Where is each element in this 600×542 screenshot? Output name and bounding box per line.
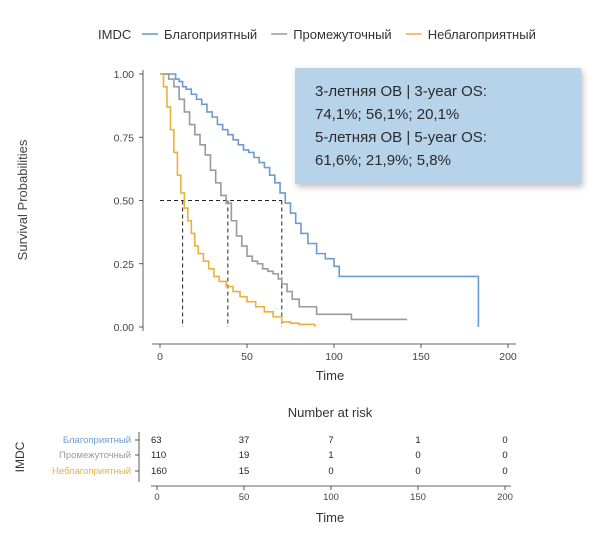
risk-row-label-2: Неблагоприятный	[52, 466, 131, 477]
risk-cell-0-2: 7	[328, 435, 333, 446]
risk-x-tick-label-1: 50	[239, 492, 250, 503]
risk-cell-0-0: 63	[151, 435, 162, 446]
risk-cell-2-0: 160	[151, 466, 167, 477]
risk-cell-2-4: 0	[502, 466, 507, 477]
risk-table-x-title: Time	[316, 510, 344, 525]
y-tick-label-4: 1.00	[114, 69, 135, 81]
os-annotation-5y-title: 5-летняя ОВ | 5-year OS:	[315, 129, 487, 146]
x-axis-title: Time	[316, 368, 344, 383]
risk-x-tick-label-2: 100	[323, 492, 339, 503]
os-annotation-box: 3-летняя ОВ | 3-year OS: 74,1%; 56,1%; 2…	[295, 68, 581, 184]
risk-cell-2-3: 0	[415, 466, 420, 477]
risk-row-label-0: Благоприятный	[63, 435, 131, 446]
risk-cell-1-2: 1	[328, 450, 333, 461]
x-tick-label-0: 0	[157, 351, 163, 363]
x-tick-label-4: 200	[499, 351, 517, 363]
survival-curve-0	[160, 73, 480, 327]
risk-cell-0-3: 1	[415, 435, 420, 446]
risk-x-tick-label-4: 200	[497, 492, 513, 503]
risk-cell-2-1: 15	[239, 466, 250, 477]
risk-cell-1-4: 0	[502, 450, 507, 461]
risk-cell-1-0: 110	[151, 450, 166, 461]
risk-row-label-1: Промежуточный	[59, 450, 131, 461]
y-axis-title: Survival Probabilities	[15, 139, 30, 260]
x-tick-label-3: 150	[412, 351, 430, 363]
y-tick-label-3: 0.75	[114, 132, 135, 144]
risk-table-y-title: IMDC	[13, 441, 27, 472]
os-annotation-3y-title: 3-летняя ОВ | 3-year OS:	[315, 83, 487, 100]
risk-x-tick-label-3: 150	[410, 492, 426, 503]
os-annotation-5y-values: 61,6%; 21,9%; 5,8%	[315, 152, 451, 169]
x-tick-label-1: 50	[241, 351, 253, 363]
x-tick-label-2: 100	[325, 351, 343, 363]
risk-cell-1-1: 19	[239, 450, 250, 461]
risk-cell-0-4: 0	[502, 435, 507, 446]
risk-cell-1-3: 0	[415, 450, 420, 461]
risk-x-tick-label-0: 0	[154, 492, 159, 503]
os-annotation-3y-values: 74,1%; 56,1%; 20,1%	[315, 106, 460, 123]
survival-curve-2	[160, 73, 316, 327]
survival-curve-1	[160, 73, 408, 321]
y-tick-label-2: 0.50	[114, 196, 135, 208]
legend-label-0: Благоприятный	[164, 27, 257, 42]
legend-title: IMDC	[98, 27, 131, 42]
legend-label-2: Неблагоприятный	[428, 27, 536, 42]
y-tick-label-0: 0.00	[114, 322, 135, 334]
risk-cell-0-1: 37	[239, 435, 250, 446]
risk-table-title: Number at risk	[288, 405, 373, 420]
legend-label-1: Промежуточный	[293, 27, 391, 42]
risk-cell-2-2: 0	[328, 466, 333, 477]
y-tick-label-1: 0.25	[114, 259, 135, 271]
